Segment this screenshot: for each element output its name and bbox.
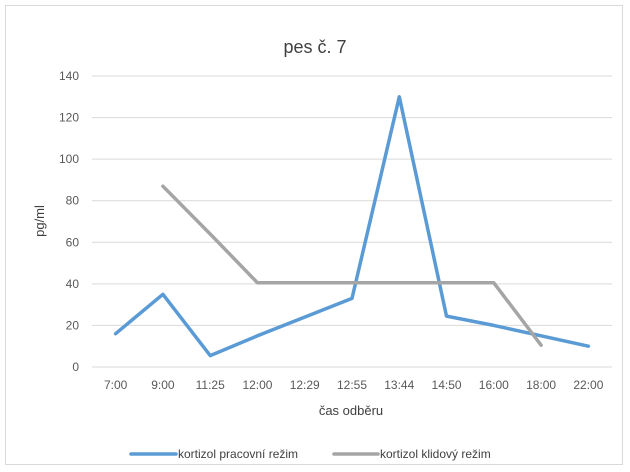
x-tick-label: 14:50 — [432, 378, 462, 392]
y-tick-label: 60 — [66, 235, 80, 249]
legend-label: kortizol pracovní režim — [178, 447, 298, 461]
x-tick-label: 16:00 — [479, 378, 509, 392]
y-tick-label: 0 — [72, 360, 79, 374]
y-tick-label: 20 — [66, 318, 80, 332]
x-tick-labels: 7:00 9:00 11:25 12:00 12:29 12:55 13:44 14:50 16… — [104, 378, 604, 392]
gridlines — [92, 75, 612, 368]
legend-label: kortizol klidový režim — [380, 447, 491, 461]
y-tick-labels: 0 20 40 60 80 100 120 140 — [59, 69, 79, 374]
x-tick-label: 12:00 — [242, 378, 272, 392]
x-tick-label: 22:00 — [573, 378, 603, 392]
y-tick-label: 40 — [66, 277, 80, 291]
x-axis-title: čas odběru — [319, 403, 383, 418]
x-tick-label: 12:55 — [337, 378, 367, 392]
series-lines — [113, 95, 591, 358]
y-tick-label: 100 — [59, 152, 79, 166]
series-line-0 — [113, 95, 591, 358]
x-tick-label: 11:25 — [196, 378, 225, 392]
chart-frame — [5, 5, 623, 465]
chart-title: pes č. 7 — [283, 37, 346, 57]
x-tick-label: 12:29 — [290, 378, 320, 392]
y-tick-label: 80 — [66, 194, 80, 208]
y-axis-title: pg/ml — [32, 205, 47, 237]
x-tick-label: 7:00 — [104, 378, 128, 392]
x-tick-label: 18:00 — [526, 378, 556, 392]
series-line-1 — [161, 184, 543, 347]
x-tick-label: 13:44 — [384, 378, 414, 392]
x-tick-label: 9:00 — [151, 378, 175, 392]
y-tick-label: 120 — [59, 111, 79, 125]
legend: kortizol pracovní režim kortizol klidový … — [129, 447, 491, 461]
y-tick-label: 140 — [59, 69, 79, 83]
